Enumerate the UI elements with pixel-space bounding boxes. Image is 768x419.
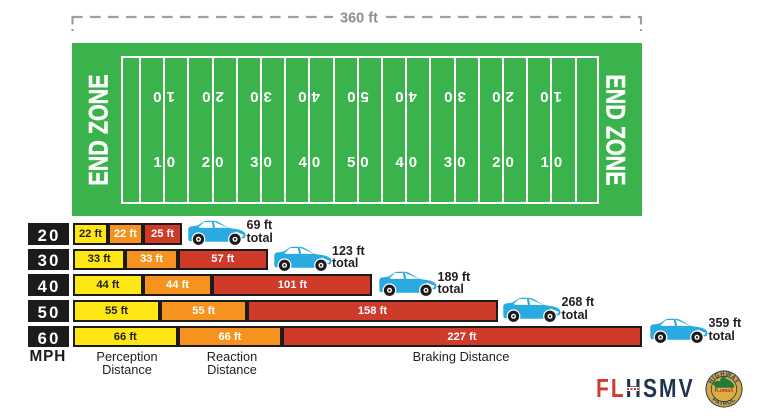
svg-text:PATROL: PATROL (710, 397, 737, 407)
svg-text:FLORIDA: FLORIDA (714, 388, 733, 393)
svg-text:360 ft: 360 ft (340, 11, 378, 27)
